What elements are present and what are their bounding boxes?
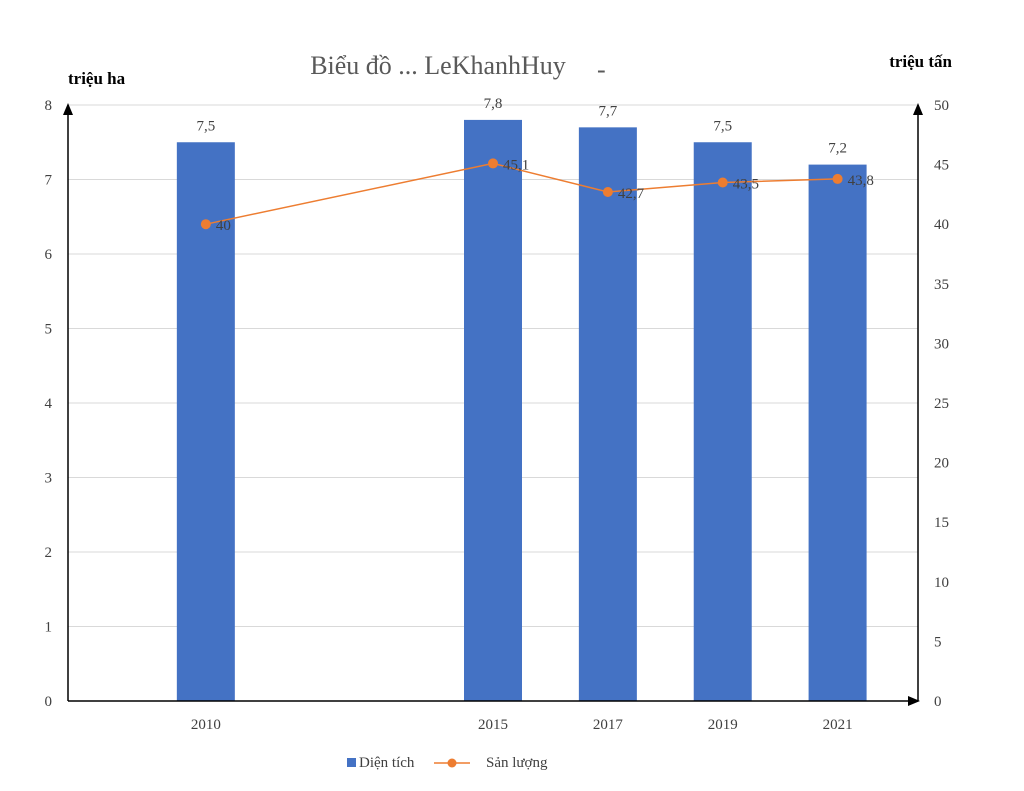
line-value-label: 42,7	[618, 186, 645, 202]
y-right-tick-label: 30	[934, 336, 949, 352]
bar	[176, 142, 235, 701]
x-tick-label: 2010	[191, 717, 221, 733]
y-right-tick-label: 50	[934, 98, 949, 114]
line-value-label: 45,1	[503, 157, 529, 173]
y-right-tick-label: 0	[934, 694, 942, 710]
line-point	[832, 173, 843, 184]
bar	[808, 164, 867, 702]
bar	[578, 127, 637, 702]
y-left-tick-label: 8	[45, 98, 53, 114]
right-axis-unit: triệu tấn	[889, 52, 952, 71]
x-tick-label: 2017	[593, 717, 624, 733]
x-tick-label: 2021	[823, 717, 853, 733]
y-left-tick-label: 4	[45, 396, 53, 412]
y-left-tick-label: 7	[45, 173, 53, 189]
chart-title-suffix: -	[597, 55, 606, 84]
line-value-label: 40	[216, 218, 231, 234]
legend-bar-swatch	[347, 758, 356, 767]
line-series-san-luong	[200, 158, 843, 230]
chart-title: Biểu đồ ... LeKhanhHuy	[310, 51, 566, 80]
line-point	[602, 187, 613, 198]
y-right-tick-label: 10	[934, 575, 949, 591]
legend: Diện tích Sản lượng	[347, 755, 548, 771]
y-left-axis-arrow	[63, 103, 73, 115]
y-left-tick-label: 1	[45, 620, 53, 636]
y-left-tick-label: 3	[45, 471, 53, 487]
legend-line-label: Sản lượng	[486, 755, 548, 771]
data-labels: 7,5 7,8 7,7 7,5 7,2 40 45,1 42,7 43,5 43,8	[196, 96, 873, 234]
x-tick-label: 2015	[478, 717, 508, 733]
bar-value-label: 7,7	[598, 103, 617, 119]
y-left-tick-label: 2	[45, 545, 53, 561]
legend-line-marker	[447, 758, 457, 768]
y-right-tick-label: 15	[934, 515, 949, 531]
y-right-tick-label: 45	[934, 158, 949, 174]
line-point	[488, 158, 498, 169]
left-axis-unit: triệu ha	[68, 69, 126, 88]
y-right-tick-label: 5	[934, 634, 942, 650]
y-right-tick-label: 20	[934, 456, 949, 472]
line-point	[717, 177, 728, 188]
bar-value-label: 7,8	[484, 96, 503, 112]
bar-value-label: 7,2	[828, 141, 847, 157]
x-tick-label: 2019	[708, 717, 738, 733]
bar-value-label: 7,5	[196, 118, 215, 134]
line-value-label: 43,8	[848, 173, 874, 189]
legend-bar-label: Diện tích	[359, 755, 415, 771]
bar-value-label: 7,5	[713, 118, 732, 134]
line-value-label: 43,5	[733, 176, 759, 192]
bar	[464, 119, 522, 701]
bar	[693, 142, 752, 701]
bar-series-dien-tich	[176, 119, 867, 702]
y-right-tick-label: 35	[934, 277, 949, 293]
y-left-tick-label: 6	[45, 247, 53, 263]
line-point	[200, 219, 211, 230]
x-axis-arrow	[908, 696, 920, 706]
y-right-tick-label: 40	[934, 217, 949, 233]
y-left-tick-label: 0	[45, 694, 53, 710]
y-right-axis-arrow	[913, 103, 923, 115]
y-left-tick-label: 5	[45, 322, 53, 338]
y-right-tick-label: 25	[934, 396, 949, 412]
